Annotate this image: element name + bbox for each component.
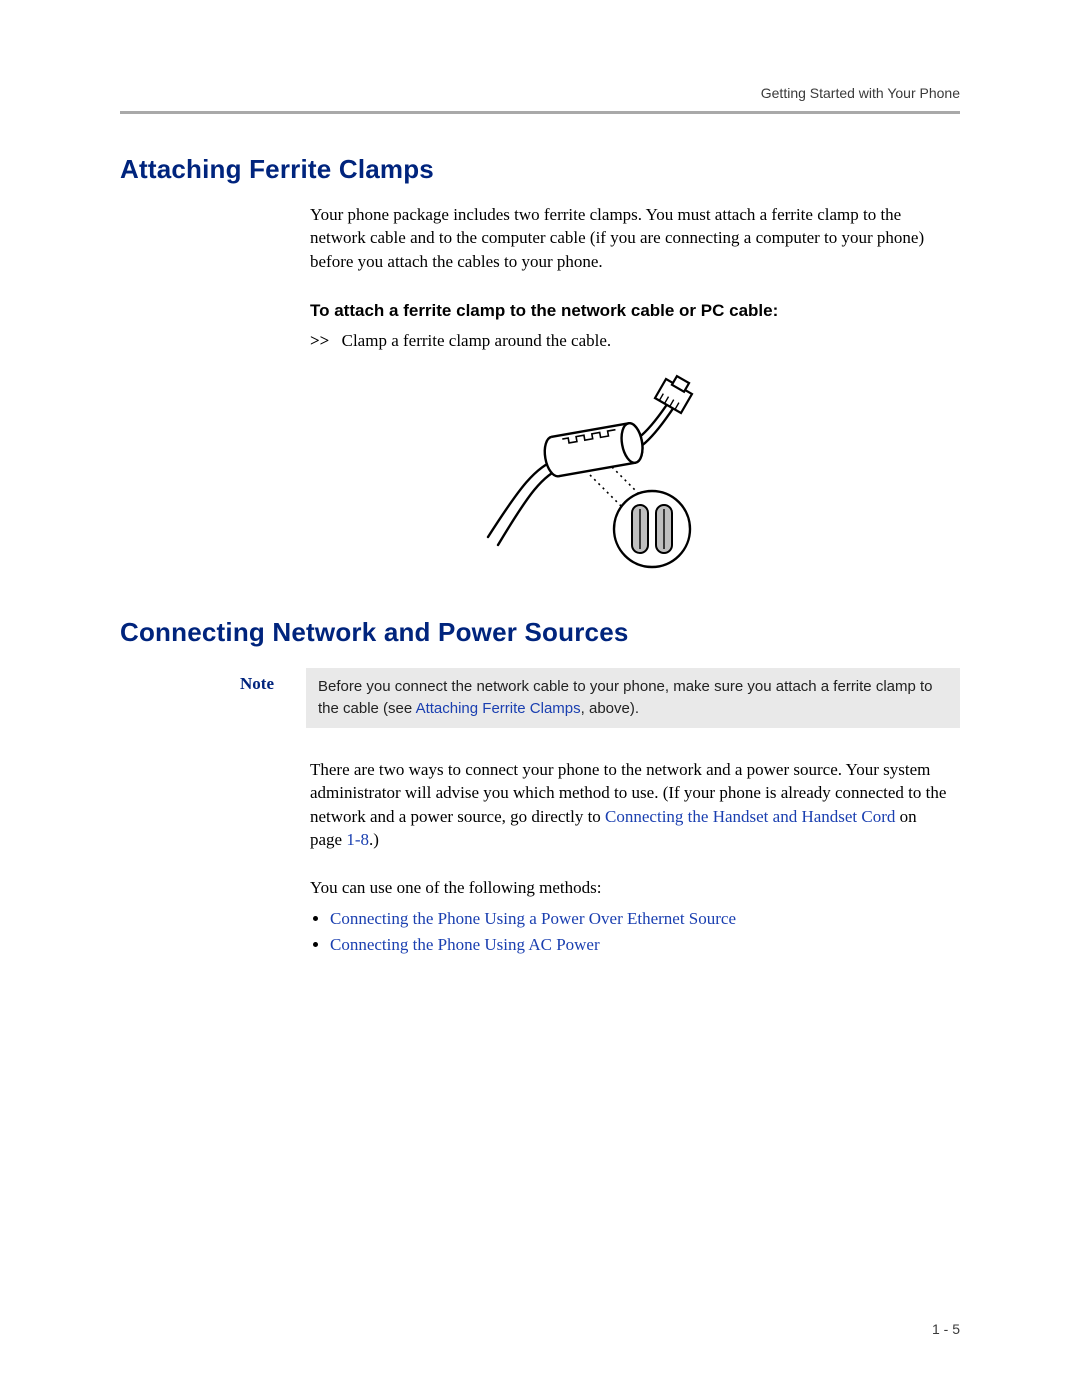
section1-body: Your phone package includes two ferrite …: [310, 203, 950, 577]
running-head: Getting Started with Your Phone: [120, 85, 960, 101]
link-poe-source[interactable]: Connecting the Phone Using a Power Over …: [330, 909, 736, 928]
note-text-post: , above).: [581, 700, 639, 717]
section2-para2: You can use one of the following methods…: [310, 876, 950, 899]
heading-connecting-network-power: Connecting Network and Power Sources: [120, 617, 960, 648]
note-block: Note Before you connect the network cabl…: [240, 668, 960, 728]
note-label: Note: [240, 668, 306, 694]
page-number: 1 - 5: [932, 1321, 960, 1337]
heading-attaching-ferrite-clamps: Attaching Ferrite Clamps: [120, 154, 960, 185]
section2-body: There are two ways to connect your phone…: [310, 758, 950, 955]
page: Getting Started with Your Phone Attachin…: [0, 0, 1080, 1397]
step-marker: >>: [310, 331, 329, 350]
method-list: Connecting the Phone Using a Power Over …: [330, 909, 950, 955]
ferrite-clamp-illustration: [480, 367, 780, 577]
link-connecting-handset[interactable]: Connecting the Handset and Handset Cord: [605, 807, 895, 826]
link-page-1-8[interactable]: 1-8: [346, 830, 369, 849]
link-attaching-ferrite-clamps[interactable]: Attaching Ferrite Clamps: [416, 700, 581, 717]
list-item: Connecting the Phone Using AC Power: [330, 935, 950, 955]
header-rule: [120, 111, 960, 114]
section1-step: >> Clamp a ferrite clamp around the cabl…: [310, 331, 950, 351]
link-ac-power[interactable]: Connecting the Phone Using AC Power: [330, 935, 600, 954]
note-box: Before you connect the network cable to …: [306, 668, 960, 728]
para1-post: .): [369, 830, 379, 849]
section1-subhead: To attach a ferrite clamp to the network…: [310, 301, 950, 321]
section2-para1: There are two ways to connect your phone…: [310, 758, 950, 852]
section1-intro: Your phone package includes two ferrite …: [310, 203, 950, 273]
step-text: Clamp a ferrite clamp around the cable.: [342, 331, 612, 350]
list-item: Connecting the Phone Using a Power Over …: [330, 909, 950, 929]
